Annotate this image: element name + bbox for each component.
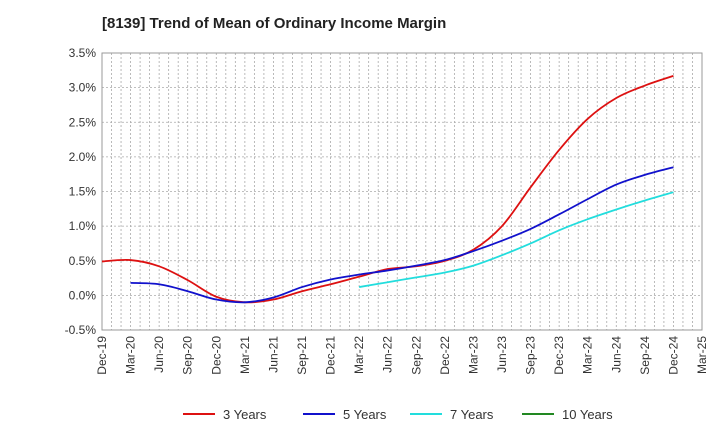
series-lines <box>101 75 674 304</box>
y-tick-label: 2.5% <box>69 115 97 129</box>
legend: 3 Years 5 Years 7 Years 10 Years <box>183 407 613 422</box>
y-axis: -0.5% 0.0% 0.5% 1.0% 1.5% 2.0% 2.5% 3.0% 3.5% <box>65 46 97 337</box>
y-tick-label: 0.5% <box>69 254 97 268</box>
x-tick-label: Sep-20 <box>181 336 195 375</box>
legend-label: 5 Years <box>343 407 387 422</box>
y-tick-label: 0.0% <box>69 288 97 302</box>
x-tick-label: Mar-21 <box>238 336 252 374</box>
x-axis: Dec-19 Mar-20 Jun-20 Sep-20 Dec-20 Mar-21 Jun-… <box>95 336 709 375</box>
x-tick-label: Dec-21 <box>324 336 338 375</box>
plot-area <box>101 52 703 331</box>
x-tick-label: Mar-24 <box>581 336 595 374</box>
legend-label: 10 Years <box>562 407 613 422</box>
x-tick-label: Mar-25 <box>695 336 709 374</box>
x-tick-label: Dec-19 <box>95 336 109 375</box>
x-tick-label: Sep-22 <box>409 336 423 375</box>
grid <box>102 53 702 330</box>
x-tick-label: Jun-23 <box>495 336 509 373</box>
x-tick-label: Sep-24 <box>638 336 652 375</box>
x-tick-label: Jun-21 <box>266 336 280 373</box>
legend-label: 3 Years <box>223 407 267 422</box>
y-tick-label: 3.0% <box>69 81 97 95</box>
x-tick-label: Sep-21 <box>295 336 309 375</box>
series-line <box>358 191 674 288</box>
series-line <box>130 166 674 304</box>
y-tick-label: 2.0% <box>69 150 97 164</box>
y-tick-label: 1.0% <box>69 219 97 233</box>
y-tick-label: 1.5% <box>69 185 97 199</box>
x-tick-label: Dec-24 <box>666 336 680 375</box>
x-tick-label: Mar-22 <box>352 336 366 374</box>
x-tick-label: Jun-20 <box>152 336 166 373</box>
x-tick-label: Jun-24 <box>609 336 623 373</box>
y-tick-label: 3.5% <box>69 46 97 60</box>
x-tick-label: Mar-23 <box>466 336 480 374</box>
x-tick-label: Jun-22 <box>381 336 395 373</box>
x-tick-label: Dec-22 <box>438 336 452 375</box>
x-tick-label: Sep-23 <box>524 336 538 375</box>
x-tick-label: Mar-20 <box>124 336 138 374</box>
legend-label: 7 Years <box>450 407 494 422</box>
x-tick-label: Dec-23 <box>552 336 566 375</box>
x-tick-label: Dec-20 <box>209 336 223 375</box>
series-line <box>101 75 674 304</box>
y-tick-label: -0.5% <box>65 323 97 337</box>
chart-title: [8139] Trend of Mean of Ordinary Income … <box>102 15 447 32</box>
